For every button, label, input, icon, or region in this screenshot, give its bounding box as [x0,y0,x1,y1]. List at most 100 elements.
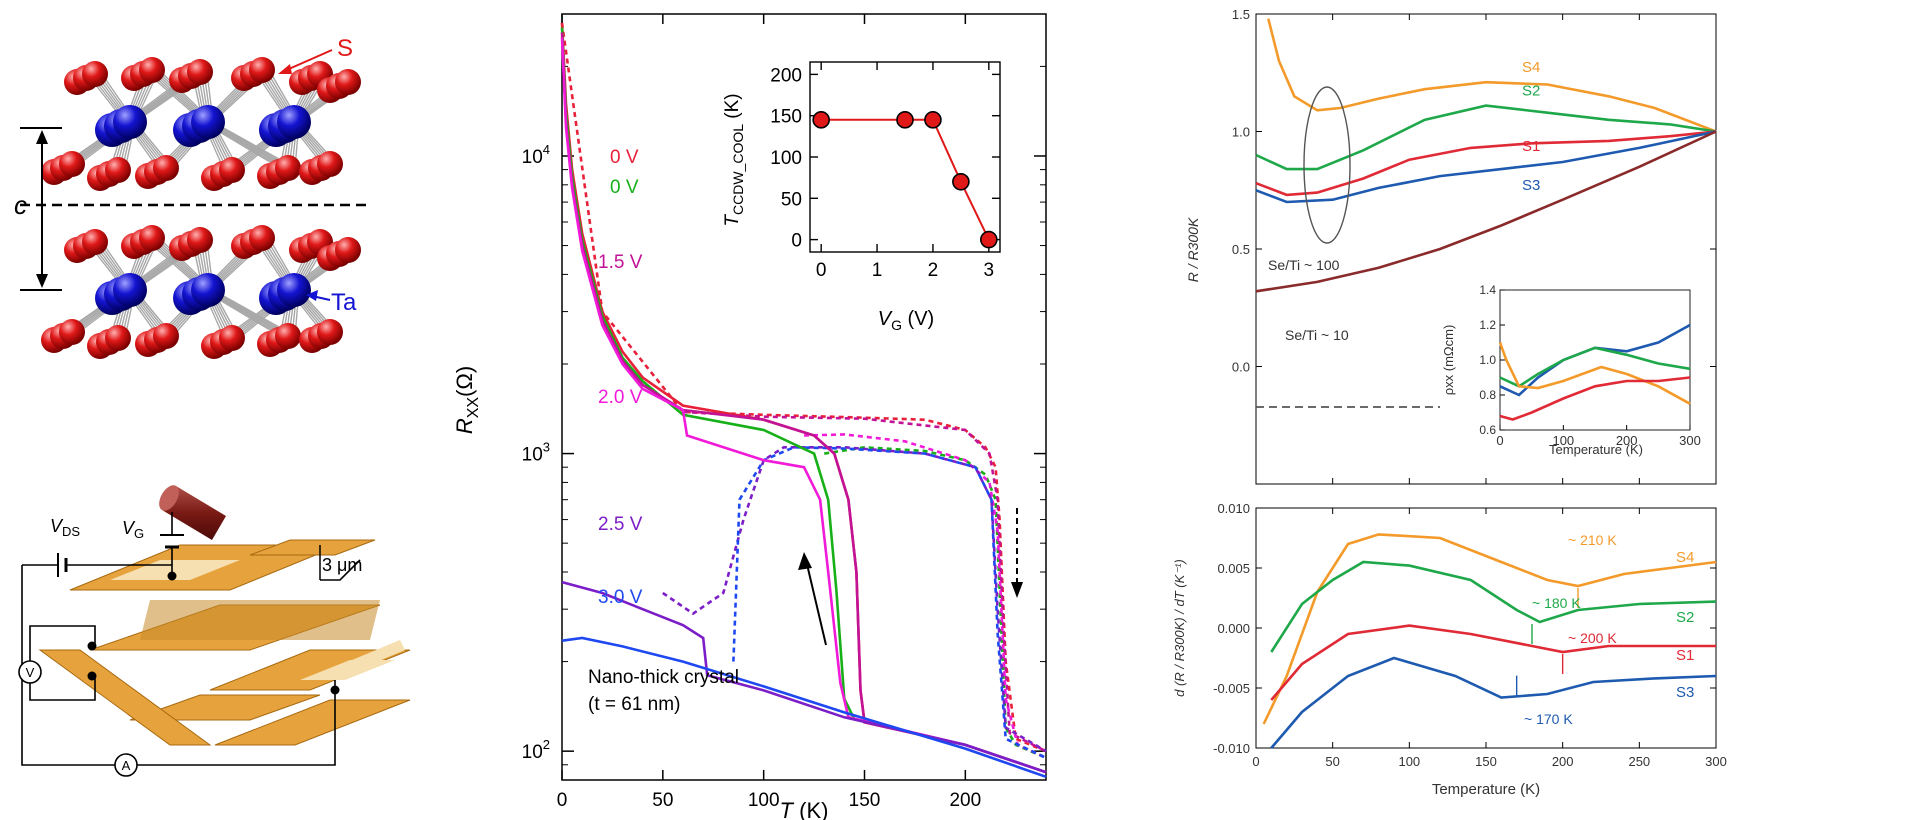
sulfur-atom [249,225,275,251]
sulfur-atom [249,57,275,83]
sulfur-atom [139,57,165,83]
sulfur-atom [105,157,131,183]
inset-x-tick-label: 3 [984,260,995,281]
rho-curve [1499,346,1691,388]
y-tick-label: 1.5 [1232,7,1250,22]
group-ellipse [1303,86,1351,244]
x-tick-label: 300 [1705,754,1727,769]
label-s2: S2 [1522,83,1540,100]
sulfur-atom [317,151,343,177]
inset-y-tick-label: 200 [770,65,802,86]
warming-curve [662,446,1047,753]
label-180k: ~ 180 K [1532,595,1581,611]
warming-curve [732,445,1047,759]
sulfur-atom [187,59,213,85]
sulfur-atom [335,69,361,95]
probe-contact-1 [87,641,97,651]
tantalum-atom [277,273,311,307]
ratio-curve [1267,18,1717,133]
inset-y-tick-label: 150 [770,107,802,128]
rho-inset-ylabel: ρxx (mΩcm) [1441,325,1456,396]
tccdw-point [952,172,970,191]
c-arrow-head-down [36,274,48,288]
sample-annotation-1: Nano-thick crystal [588,667,739,688]
voltmeter-label: V [26,665,35,680]
s-pointer-head [278,64,292,74]
gate-contact [167,571,177,581]
r-ratio-chart: 0.00.51.01.5 R / R300K Se/Ti ~ 100 Se/Ti… [1185,7,1717,485]
rxx-ylabel: RXX(Ω) [452,366,482,434]
inset-x-tick-label: 200 [1616,433,1638,448]
rho-inset: 0 100 200 300 0.6 0.8 1.0 1.2 1.4 ρxx (mΩcm) Tem… [1441,283,1701,457]
x-tick-label: 150 [849,790,881,811]
sulfur-atom [219,157,245,183]
s-label: S [337,35,353,62]
lower-layer [41,225,361,359]
derivative-curve [1270,656,1717,749]
inset-xlabel: VG (V) [878,308,934,333]
cooling-curve [561,636,1047,779]
x-tick-label: 0 [557,790,568,811]
inset-x-tick-label: 100 [1552,433,1574,448]
ratio-curve [1255,104,1717,171]
vg-label: VG [122,518,144,541]
sulfur-atom [59,319,85,345]
warming-curve [682,410,1047,753]
x-tick-label: 100 [748,790,780,811]
cooling-arrow-head [798,552,812,570]
label-200k: ~ 200 K [1568,630,1617,646]
label-s4-b: S4 [1676,549,1694,566]
sulfur-atom [153,323,179,349]
y-tick-label: -0.010 [1213,741,1250,756]
annotation-seti-10: Se/Ti ~ 10 [1285,327,1349,343]
sulfur-atom [317,319,343,345]
tantalum-atom [277,105,311,139]
sulfur-atom [275,155,301,181]
ratio-curve [1255,130,1717,197]
y-tick-label: 104 [522,142,550,168]
x-tick-label: 150 [1475,754,1497,769]
device-schematic: V A VDS VG 3 μm [18,485,411,777]
label-0v-green: 0 V [610,177,639,198]
tccdw-inset: 0 1 2 3 0 50 100 150 200 TCCDW_COOL (K) VG (V) [722,61,1001,333]
tccdw-point [924,111,942,129]
inset-x-tick-label: 1 [872,260,883,281]
y-tick-label: 0.000 [1217,621,1250,636]
sulfur-atom [105,325,131,351]
tantalum-atom [113,105,147,139]
x-tick-label: 200 [1552,754,1574,769]
scale-bar-label: 3 μm [322,555,362,575]
upper-layer [41,57,361,191]
x-tick-label: 50 [1325,754,1339,769]
label-30v: 3.0 V [598,587,643,608]
r-ratio-ylabel: R / R300K [1185,217,1201,282]
derivative-chart: -0.010 -0.005 0.000 0.005 0.010 0 50 100 150 200 2… [1172,501,1727,798]
rxx-ticks [561,13,1046,781]
y-tick-label: -0.005 [1213,681,1250,696]
sulfur-atom [219,325,245,351]
derivative-curve [1262,533,1717,725]
label-s2-b: S2 [1676,609,1694,626]
ratio-curve [1255,130,1717,293]
ratio-curve [1255,130,1717,204]
inset-y-tick-label: 50 [781,189,802,210]
inset-x-tick-label: 0 [1496,433,1503,448]
label-210k: ~ 210 K [1568,532,1617,548]
inset-y-tick-label: 1.0 [1479,353,1496,367]
drain-contact [330,685,340,695]
x-tick-label: 100 [1398,754,1420,769]
annotation-seti-100: Se/Ti ~ 100 [1268,257,1340,273]
label-s1-b: S1 [1676,647,1694,664]
label-15v: 1.5 V [598,252,643,273]
rho-inset-xlabel: Temperature (K) [1549,442,1643,457]
tccdw-point [980,230,998,249]
tantalum-atom [191,105,225,139]
label-s3: S3 [1522,177,1540,194]
ammeter-symbol [114,753,138,777]
electrodes [38,539,411,746]
label-s3-b: S3 [1676,684,1694,701]
cooling-curve [560,37,1047,774]
warming-arrow-head [1011,582,1023,598]
sulfur-atom [139,225,165,251]
